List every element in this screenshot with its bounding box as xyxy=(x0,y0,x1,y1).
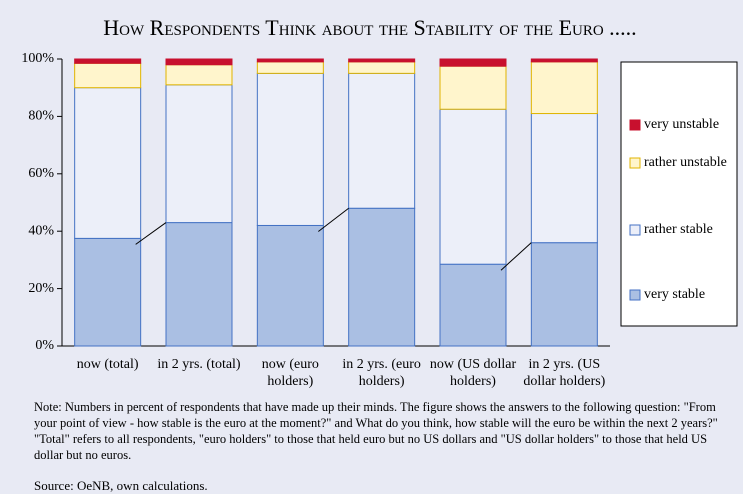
y-tick-label: 0% xyxy=(35,338,54,353)
bar-segment xyxy=(530,242,598,347)
legend-swatch xyxy=(629,119,641,131)
connector xyxy=(318,207,349,232)
bar-segment xyxy=(439,263,507,347)
legend-label: rather unstable xyxy=(644,155,727,170)
bar-segment xyxy=(530,61,598,115)
legend-label: rather stable xyxy=(644,222,713,237)
y-tick-label: 100% xyxy=(21,51,54,66)
y-tick-label: 20% xyxy=(28,281,54,296)
chart-title: How Respondents Think about the Stabilit… xyxy=(103,15,636,40)
connector xyxy=(135,222,167,245)
x-tick-label: in 2 yrs. (US dollar holders) xyxy=(523,357,606,389)
bar-segment xyxy=(74,58,142,64)
legend-swatch xyxy=(629,224,641,236)
bar-segment xyxy=(74,62,142,89)
bar-segment xyxy=(348,72,416,209)
bar-segment xyxy=(256,58,324,63)
bar-segment xyxy=(165,222,233,347)
connector xyxy=(500,242,532,271)
x-tick-label: now (US dollar holders) xyxy=(429,357,517,389)
bar-segment xyxy=(256,61,324,74)
bar-segment xyxy=(439,58,507,67)
bar-segment xyxy=(530,113,598,244)
bar-segment xyxy=(348,207,416,347)
legend-label: very unstable xyxy=(644,117,719,132)
legend-swatch xyxy=(629,289,641,301)
bar-segment xyxy=(439,108,507,265)
bar-segment xyxy=(74,237,142,347)
bar-segment xyxy=(439,65,507,110)
bar-segment xyxy=(530,58,598,63)
x-tick-label: in 2 yrs. (total) xyxy=(157,357,241,372)
x-tick-label: now (total) xyxy=(76,357,139,372)
y-tick-label: 80% xyxy=(28,109,54,124)
x-tick-label: in 2 yrs. (euro holders) xyxy=(342,357,421,389)
legend-box xyxy=(620,61,738,327)
y-tick-label: 60% xyxy=(28,166,54,181)
bar-segment xyxy=(165,84,233,224)
legend-swatch xyxy=(629,157,641,169)
note: Note: Numbers in percent of respondents … xyxy=(34,400,718,462)
legend-label: very stable xyxy=(644,287,705,302)
source: Source: OeNB, own calculations. xyxy=(34,478,208,493)
bar-segment xyxy=(348,61,416,74)
x-tick-label: now (euro holders) xyxy=(261,357,319,389)
bar-segment xyxy=(74,87,142,239)
bar-segment xyxy=(256,224,324,347)
bar-segment xyxy=(348,58,416,63)
y-tick-label: 40% xyxy=(28,223,54,238)
bar-segment xyxy=(256,72,324,226)
bar-segment xyxy=(165,64,233,86)
bar-segment xyxy=(165,58,233,66)
